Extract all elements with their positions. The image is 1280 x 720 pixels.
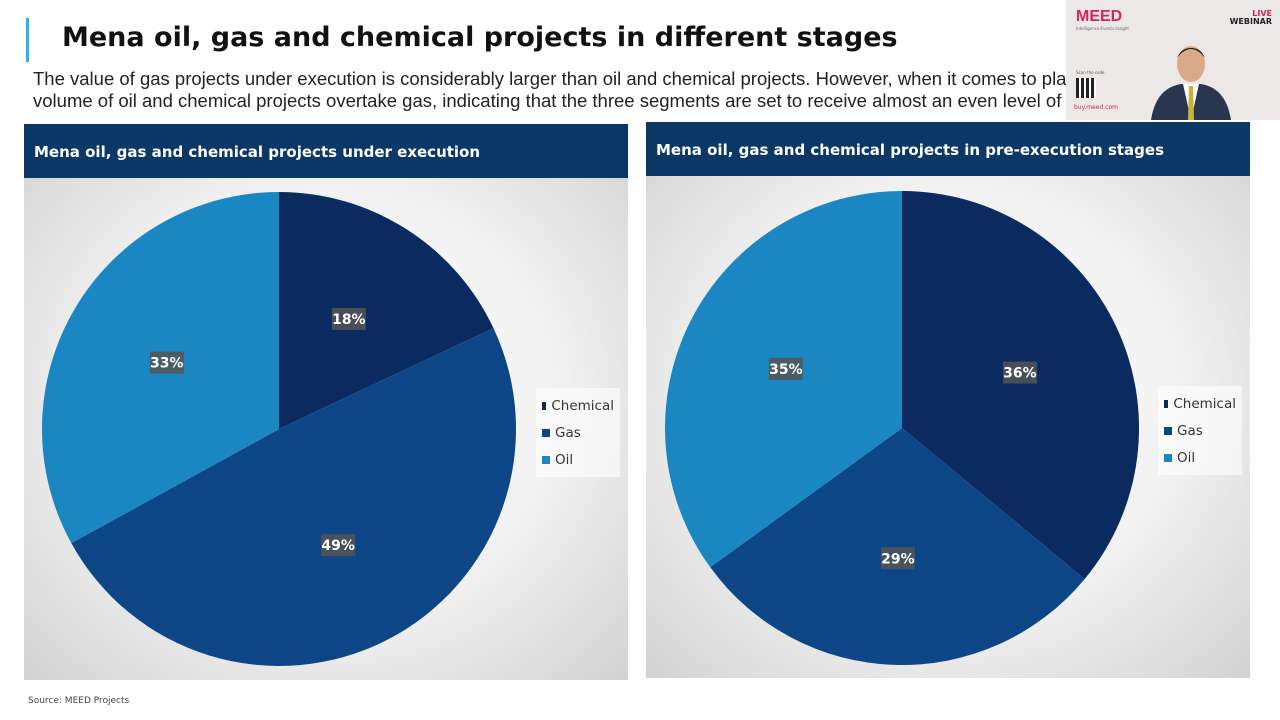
chart-panel-execution: Mena oil, gas and chemical projects unde… xyxy=(24,124,628,680)
legend-swatch xyxy=(542,401,547,410)
data-label-chemical: 18% xyxy=(331,307,366,330)
scan-text: Scan the code xyxy=(1076,70,1105,75)
pie-slice-chemical xyxy=(902,191,1139,580)
slide-subtitle: The value of gas projects under executio… xyxy=(33,68,1073,112)
legend-swatch xyxy=(542,428,550,437)
legend-swatch xyxy=(1164,453,1172,462)
svg-text:36%: 36% xyxy=(1003,365,1037,381)
pie-chart: 18% 49% 33% xyxy=(42,192,516,666)
chart-title: Mena oil, gas and chemical projects unde… xyxy=(24,124,628,178)
legend-label: Oil xyxy=(555,451,574,468)
subtitle-line-2: volume of oil and chemical projects over… xyxy=(33,90,1062,111)
webcam-url: buy.meed.com xyxy=(1074,104,1118,111)
webcam-overlay: MEED Intelligence.Events.Insight LIVE WEB… xyxy=(1066,0,1280,120)
subtitle-line-1: The value of gas projects under executio… xyxy=(33,68,1067,89)
svg-text:35%: 35% xyxy=(769,362,803,378)
legend-item-chemical: Chemical xyxy=(1164,390,1236,417)
legend-label: Chemical xyxy=(551,397,614,414)
data-label-oil: 33% xyxy=(149,351,184,374)
pie-chart: 36% 29% 35% xyxy=(665,191,1139,665)
legend-swatch xyxy=(1164,399,1169,408)
legend-item-gas: Gas xyxy=(542,419,614,446)
data-label-chemical: 36% xyxy=(1002,361,1037,384)
svg-text:29%: 29% xyxy=(881,551,915,567)
svg-text:33%: 33% xyxy=(150,356,184,372)
logo-tagline: Intelligence.Events.Insight xyxy=(1076,26,1129,31)
pie-slice-chemical xyxy=(279,192,494,429)
live-label: LIVE xyxy=(1252,9,1272,18)
source-note: Source: MEED Projects xyxy=(28,696,130,706)
data-label-gas: 29% xyxy=(880,547,915,570)
meed-logo: MEED xyxy=(1076,8,1123,25)
chart-title: Mena oil, gas and chemical projects in p… xyxy=(646,122,1250,176)
legend-swatch xyxy=(1164,426,1172,435)
pie-slice-gas xyxy=(710,428,1085,665)
legend-item-gas: Gas xyxy=(1164,417,1236,444)
data-label-oil: 35% xyxy=(768,357,803,380)
legend-label: Gas xyxy=(1177,422,1203,439)
legend-item-chemical: Chemical xyxy=(542,392,614,419)
data-label-gas: 49% xyxy=(321,534,356,557)
webinar-label: WEBINAR xyxy=(1229,17,1272,26)
legend-item-oil: Oil xyxy=(542,446,614,473)
legend: Chemical Gas Oil xyxy=(1158,386,1242,475)
legend-item-oil: Oil xyxy=(1164,444,1236,471)
presenter-video xyxy=(1151,46,1231,120)
pie-slice-gas xyxy=(71,328,516,666)
legend-label: Chemical xyxy=(1173,395,1236,412)
legend-label: Oil xyxy=(1177,449,1196,466)
chart-panel-pre-execution: Mena oil, gas and chemical projects in p… xyxy=(646,122,1250,678)
svg-text:49%: 49% xyxy=(321,538,355,554)
slide-title: Mena oil, gas and chemical projects in d… xyxy=(62,22,898,53)
legend: Chemical Gas Oil xyxy=(536,388,620,477)
svg-text:18%: 18% xyxy=(332,312,366,328)
title-accent-bar xyxy=(26,18,29,62)
legend-label: Gas xyxy=(555,424,581,441)
legend-swatch xyxy=(542,455,550,464)
live-webinar-badge: LIVE WEBINAR xyxy=(1230,10,1272,26)
qr-code-icon xyxy=(1076,78,1096,98)
